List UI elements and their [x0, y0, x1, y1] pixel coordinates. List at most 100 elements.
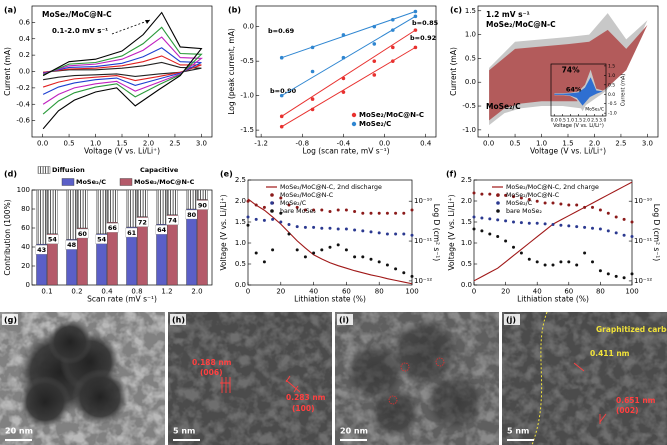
- diffusion-point: [614, 274, 618, 278]
- diffusion-point: [519, 251, 523, 255]
- x-tick-label: 1.2: [161, 288, 172, 296]
- diffusion-point: [385, 263, 389, 267]
- cv-area: [554, 77, 603, 106]
- diffusion-point: [480, 229, 484, 233]
- tem-image: (h) 5 nm 0.188 nm(006) 0.283 nm (100): [168, 312, 332, 445]
- diffusion-point: [361, 255, 365, 259]
- x-tick-label: 0.0: [379, 139, 390, 147]
- area-annotation: 64%: [566, 86, 582, 94]
- value-label-bg: [106, 223, 119, 233]
- scale-bar-label: 20 nm: [5, 427, 33, 436]
- diffusion-point: [303, 208, 307, 212]
- data-point: [341, 90, 346, 94]
- plot-frame: [550, 63, 607, 117]
- diffusion-point: [402, 211, 406, 215]
- diffusion-point: [551, 201, 555, 205]
- diffusion-point: [591, 205, 594, 209]
- x-tick-label: 60: [564, 287, 573, 295]
- y2-tick-label: 10⁻¹¹: [634, 237, 652, 245]
- diffusion-point: [535, 221, 539, 225]
- diffusion-segment: [47, 189, 58, 234]
- x-tick-label: 1.0: [536, 139, 547, 147]
- panel-label: (a): [4, 6, 17, 15]
- legend-label: MoSe₂/C: [76, 178, 106, 186]
- cv-curve: [42, 47, 202, 95]
- x-tick-label: 0: [246, 287, 250, 295]
- diffusion-point: [254, 217, 258, 221]
- diffusion-point: [262, 260, 266, 264]
- x-tick-label: 0.0: [483, 139, 494, 147]
- particle: [48, 320, 92, 364]
- y2-tick-label: 10⁻¹⁰: [414, 197, 432, 205]
- x-tick-label: 0.0: [551, 118, 558, 124]
- diffusion-point: [496, 235, 500, 239]
- legend-label: MoSe₂/C: [359, 120, 391, 128]
- data-point: [391, 45, 395, 50]
- x-tick-label: 3.0: [196, 139, 207, 147]
- diffusion-point: [488, 217, 492, 221]
- y2-tick-label: 10⁻¹⁰: [634, 197, 652, 205]
- data-point: [413, 45, 418, 50]
- diffusion-point: [622, 233, 626, 237]
- cv-curve: [43, 61, 202, 81]
- diffusion-point: [262, 218, 266, 222]
- y-tick-label: -1.0: [608, 111, 617, 117]
- arrow-head: [145, 20, 150, 24]
- y-tick-label: 0.0: [243, 23, 254, 31]
- diffusion-point: [385, 232, 389, 236]
- diffusion-point: [622, 276, 626, 280]
- legend-label: MoSe₂/MoC@N-C: [506, 191, 560, 199]
- diffusion-point: [279, 220, 283, 224]
- x-tick-label: 2.0: [589, 139, 600, 147]
- tem-image: (j) 5 nm Graphitized carbon 0.411 nm 0.651 n…: [502, 311, 667, 445]
- diffusion-segment: [66, 189, 77, 240]
- value-label: 54: [97, 236, 107, 244]
- x-axis-label: Lithiation state (%): [517, 295, 589, 304]
- legend-title: Capacitive: [140, 166, 179, 174]
- diffusion-point: [295, 225, 299, 229]
- capacitive-segment: [137, 216, 148, 286]
- x-axis-label: Voltage (V vs. Li/Li⁺): [553, 123, 604, 129]
- diffusion-point: [385, 211, 389, 215]
- diffusion-point: [279, 196, 283, 200]
- lattice-mark: [285, 375, 301, 393]
- value-label: 74: [168, 217, 178, 225]
- y-tick-label: 2.0: [461, 197, 472, 205]
- y-tick-label: 1.0: [461, 239, 472, 247]
- diffusion-point: [472, 215, 476, 219]
- diffusion-point: [567, 224, 571, 228]
- image-annotation: 0.283 nm: [286, 393, 326, 402]
- diffusion-point: [394, 232, 398, 236]
- diffusion-point: [402, 232, 406, 236]
- scale-bar-label: 5 nm: [507, 427, 529, 436]
- data-point: [372, 59, 377, 63]
- legend-label: MoSe₂/C: [506, 200, 533, 207]
- x-axis-label: Lithiation state (%): [294, 295, 366, 304]
- y-tick-label: 80: [21, 205, 30, 213]
- panel-label: (b): [228, 6, 241, 15]
- y-tick-label: 0.6: [19, 18, 31, 26]
- data-point: [391, 28, 395, 32]
- marker-circle: [388, 395, 398, 405]
- value-label: 90: [198, 201, 208, 209]
- legend-swatch: [119, 178, 133, 186]
- diffusion-point: [394, 211, 398, 215]
- value-label-bg: [136, 217, 149, 227]
- y-tick-label: 0.2: [19, 51, 30, 59]
- y-tick-label: -0.5: [240, 57, 254, 65]
- y-tick-label: 2.5: [461, 176, 472, 184]
- plot-frame: [31, 5, 213, 138]
- diffusion-point: [551, 223, 555, 227]
- image-annotation: (006): [200, 368, 223, 377]
- x-tick-label: 2.5: [615, 139, 626, 147]
- diffusion-point: [630, 235, 634, 239]
- legend-label: MoSe₂/C: [280, 200, 307, 207]
- diffusion-point: [512, 220, 515, 224]
- diffusion-point: [328, 245, 332, 249]
- diffusion-point: [353, 255, 357, 259]
- y-tick-label: -0.5: [608, 101, 617, 107]
- particle: [425, 372, 485, 432]
- diffusion-point: [344, 248, 348, 252]
- plot-frame: [473, 179, 633, 286]
